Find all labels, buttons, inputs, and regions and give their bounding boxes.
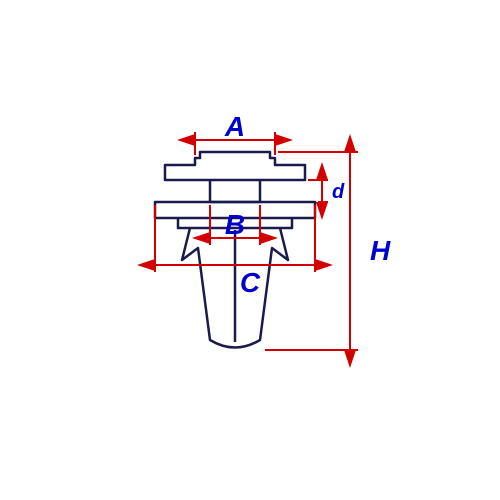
clip-body bbox=[155, 152, 315, 348]
diagram-svg: A B C H d bbox=[100, 110, 400, 390]
dimension-B: B bbox=[210, 205, 260, 245]
label-H: H bbox=[370, 235, 391, 266]
label-d: d bbox=[332, 181, 345, 203]
dimension-A: A bbox=[195, 111, 275, 155]
label-A: A bbox=[224, 111, 245, 142]
dimension-H: H bbox=[265, 152, 391, 350]
dimension-d: d bbox=[308, 180, 345, 203]
clip-dimension-diagram: A B C H d bbox=[100, 110, 400, 390]
label-B: B bbox=[225, 209, 245, 240]
label-C: C bbox=[240, 267, 261, 298]
